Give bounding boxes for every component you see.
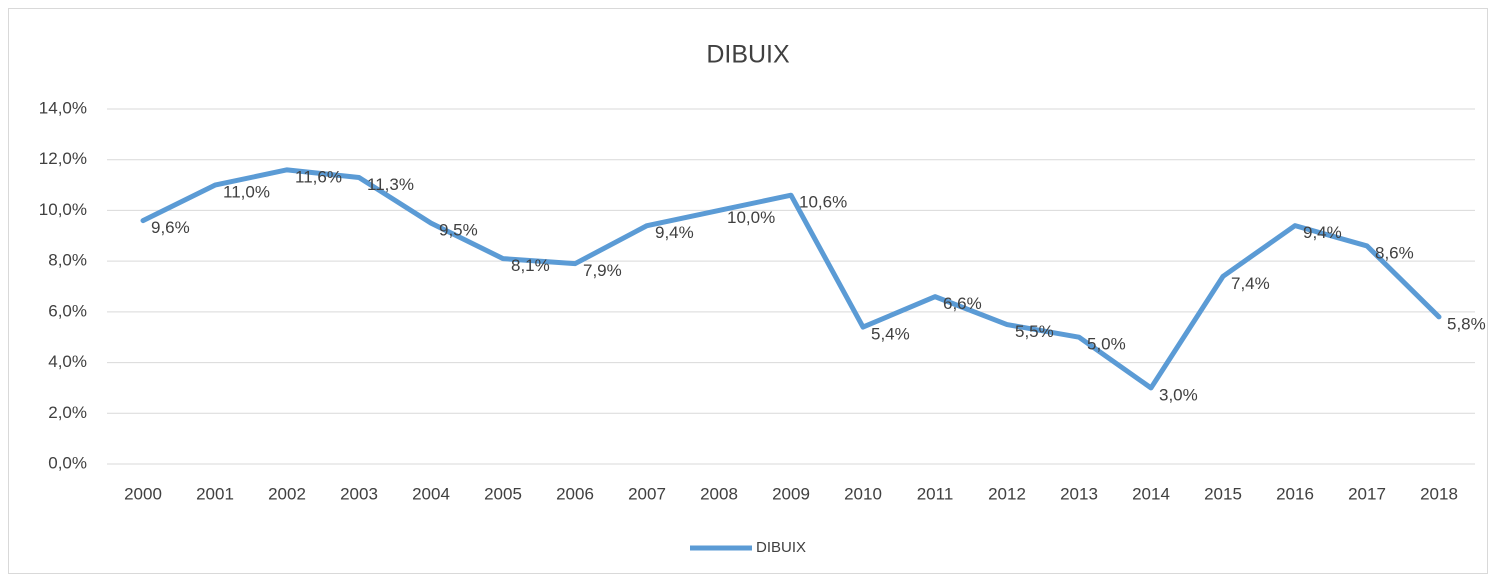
data-label: 11,6%	[295, 167, 342, 186]
data-label: 9,6%	[151, 218, 190, 237]
x-tick-label: 2011	[917, 484, 954, 503]
data-label: 11,0%	[223, 183, 270, 202]
data-label: 9,4%	[655, 223, 694, 242]
x-tick-label: 2010	[844, 484, 882, 503]
y-tick-label: 0,0%	[48, 453, 87, 472]
data-label: 11,3%	[367, 175, 414, 194]
y-tick-label: 12,0%	[39, 149, 87, 168]
x-tick-label: 2005	[484, 484, 522, 503]
x-tick-label: 2014	[1132, 484, 1170, 503]
data-label: 9,5%	[439, 221, 478, 240]
chart-border	[8, 8, 1488, 574]
x-tick-label: 2001	[196, 484, 234, 503]
legend-label: DIBUIX	[756, 539, 806, 556]
data-label: 8,6%	[1375, 243, 1414, 262]
y-tick-label: 10,0%	[39, 200, 87, 219]
x-tick-label: 2015	[1204, 484, 1242, 503]
y-tick-label: 14,0%	[39, 98, 87, 117]
data-label: 6,6%	[943, 294, 982, 313]
y-tick-label: 8,0%	[48, 251, 87, 270]
chart-title: DIBUIX	[706, 41, 790, 69]
x-tick-label: 2000	[124, 484, 162, 503]
x-tick-label: 2018	[1420, 484, 1458, 503]
x-tick-label: 2002	[268, 484, 306, 503]
data-label: 5,4%	[871, 325, 910, 344]
x-tick-label: 2008	[700, 484, 738, 503]
y-tick-label: 6,0%	[48, 301, 87, 320]
data-label: 7,4%	[1231, 274, 1270, 293]
y-tick-label: 4,0%	[48, 352, 87, 371]
x-tick-label: 2004	[412, 484, 450, 503]
x-tick-label: 2016	[1276, 484, 1314, 503]
data-label: 3,0%	[1159, 385, 1198, 404]
data-label: 10,0%	[727, 208, 775, 227]
data-label: 7,9%	[583, 261, 622, 280]
data-label: 5,0%	[1087, 335, 1126, 354]
x-tick-label: 2012	[988, 484, 1026, 503]
data-label: 5,5%	[1015, 322, 1054, 341]
x-tick-label: 2007	[628, 484, 666, 503]
data-label: 10,6%	[799, 193, 847, 212]
data-label: 9,4%	[1303, 223, 1342, 242]
data-label: 5,8%	[1447, 314, 1486, 333]
data-label: 8,1%	[511, 256, 550, 275]
x-tick-label: 2009	[772, 484, 810, 503]
x-tick-label: 2006	[556, 484, 594, 503]
x-tick-label: 2017	[1348, 484, 1386, 503]
data-line	[140, 167, 1442, 391]
x-tick-label: 2003	[340, 484, 378, 503]
x-tick-label: 2013	[1060, 484, 1098, 503]
y-tick-label: 2,0%	[48, 403, 87, 422]
